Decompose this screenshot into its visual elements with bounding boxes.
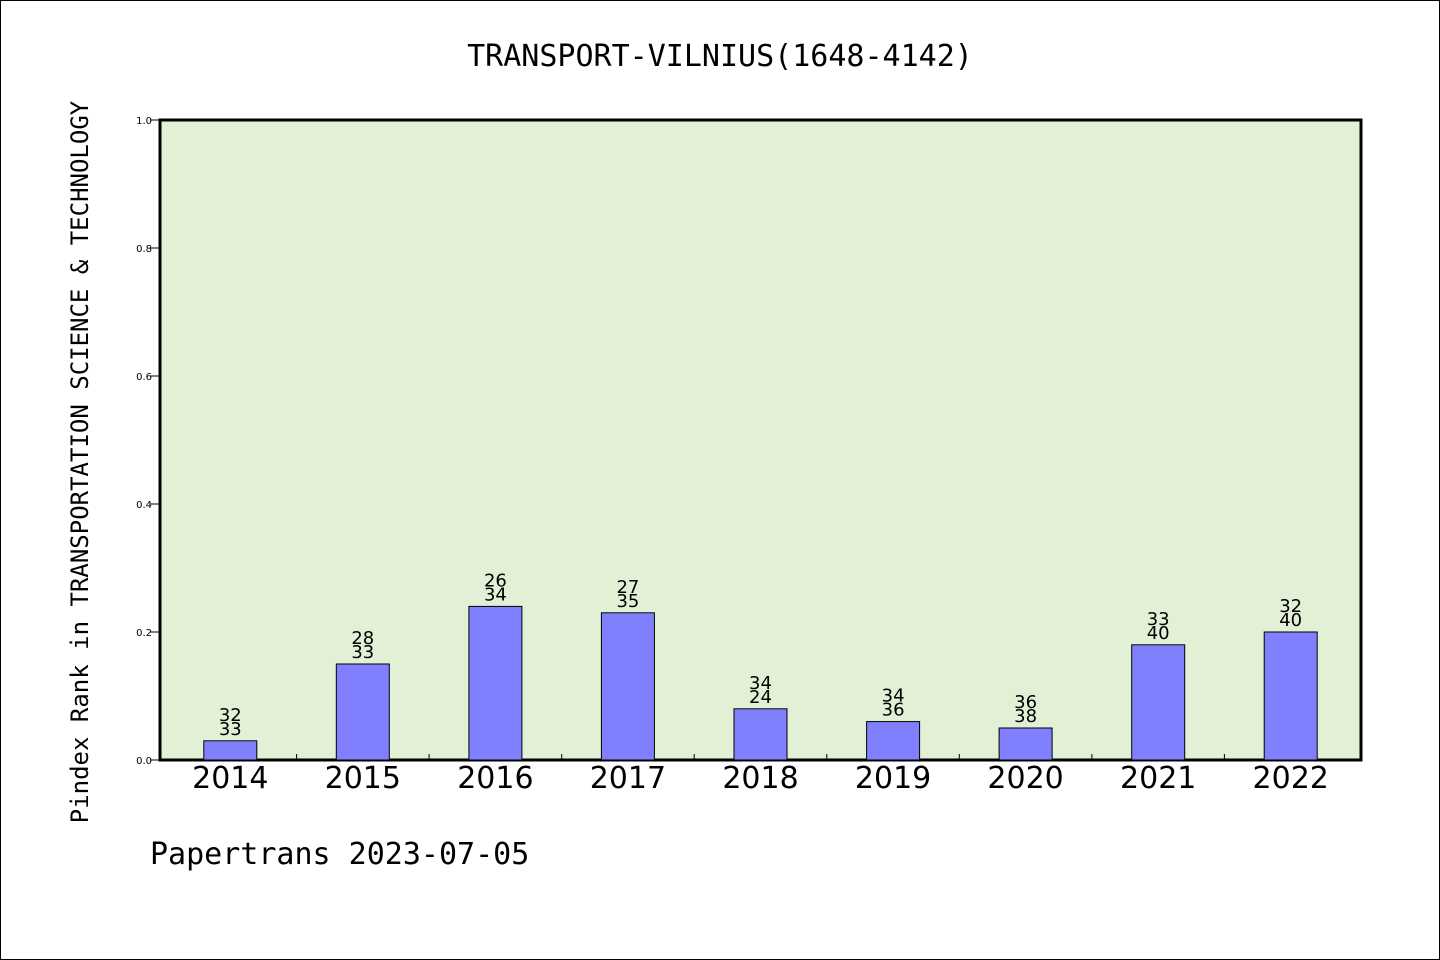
data-label-top: 28 bbox=[351, 628, 374, 649]
x-tick-label: 2020 bbox=[987, 761, 1063, 796]
data-label-bottom: 33 bbox=[219, 719, 242, 740]
data-label-bottom: 38 bbox=[1014, 706, 1037, 727]
data-label-top: 32 bbox=[1279, 596, 1302, 617]
x-ticks-group: 2014 2015 2016 2017 2018 2019 2020 2021 2022 bbox=[192, 754, 1329, 796]
x-tick-label: 2021 bbox=[1120, 761, 1196, 796]
data-label-top: 32 bbox=[219, 705, 242, 726]
bar-2022 bbox=[1263, 631, 1318, 761]
x-tick-label: 2014 bbox=[192, 761, 268, 796]
data-label-top: 27 bbox=[616, 577, 639, 598]
y-tick-label: 0.6 bbox=[136, 372, 152, 383]
x-tick-label: 2016 bbox=[457, 761, 533, 796]
data-label-bottom: 40 bbox=[1147, 623, 1170, 644]
bar-2015 bbox=[335, 663, 390, 761]
data-label-bottom: 24 bbox=[749, 687, 772, 708]
data-label-top: 34 bbox=[882, 686, 905, 707]
bar-2020 bbox=[998, 727, 1053, 761]
x-tick-label: 2015 bbox=[325, 761, 401, 796]
data-label-top: 33 bbox=[1147, 609, 1170, 630]
data-label-bottom: 33 bbox=[351, 642, 374, 663]
y-ticks-group: 0.0 0.2 0.4 0.6 0.8 1.0 bbox=[136, 116, 160, 767]
x-tick-label: 2019 bbox=[855, 761, 931, 796]
bar-2019 bbox=[866, 721, 921, 761]
bar-2018 bbox=[733, 708, 788, 761]
bars-group bbox=[203, 605, 1318, 761]
data-label-bottom: 36 bbox=[882, 700, 905, 721]
data-label-top: 34 bbox=[749, 673, 772, 694]
bar-2021 bbox=[1131, 644, 1186, 761]
y-axis-label: Pindex Rank in TRANSPORTATION SCIENCE & … bbox=[66, 100, 94, 823]
y-tick-label: 0.2 bbox=[136, 628, 152, 639]
x-tick-label: 2022 bbox=[1253, 761, 1329, 796]
x-tick-label: 2018 bbox=[722, 761, 798, 796]
bar-2014 bbox=[203, 740, 258, 761]
data-label-bottom: 35 bbox=[616, 591, 639, 612]
y-tick-label: 1.0 bbox=[136, 116, 152, 127]
y-tick-label: 0.4 bbox=[136, 500, 152, 511]
data-label-bottom: 40 bbox=[1279, 610, 1302, 631]
data-label-top: 36 bbox=[1014, 692, 1037, 713]
data-label-top: 26 bbox=[484, 570, 507, 591]
data-label-bottom: 34 bbox=[484, 584, 507, 605]
y-tick-label: 0.0 bbox=[136, 756, 152, 767]
chart-title: TRANSPORT-VILNIUS(1648-4142) bbox=[467, 39, 973, 74]
bar-2017 bbox=[600, 612, 655, 761]
x-tick-label: 2017 bbox=[590, 761, 666, 796]
y-tick-label: 0.8 bbox=[136, 244, 152, 255]
bar-2016 bbox=[468, 605, 523, 761]
footer-credit: Papertrans 2023-07-05 bbox=[150, 837, 529, 872]
